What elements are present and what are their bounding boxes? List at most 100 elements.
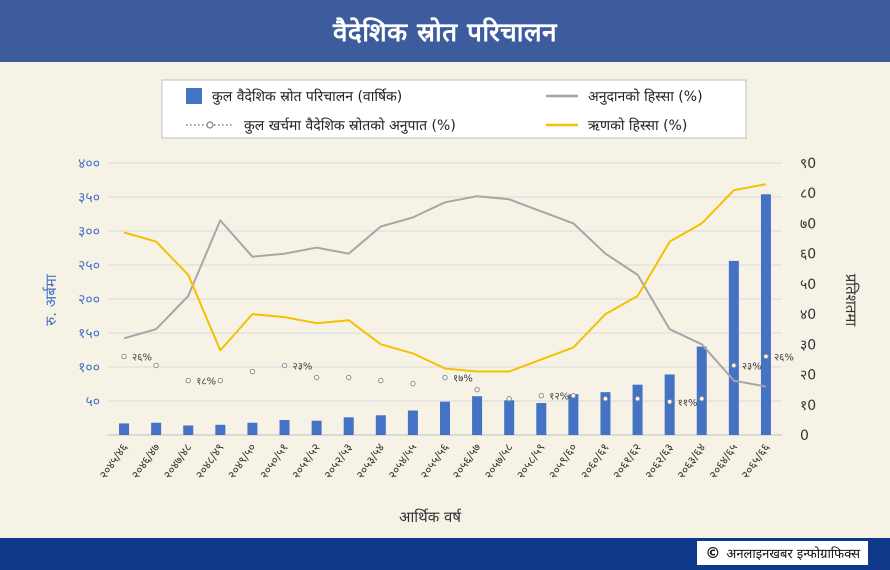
title-bar: वैदेशिक स्रोत परिचालन [0, 0, 890, 62]
ratio-data-label: २३% [742, 361, 762, 372]
x-tick-label: २०६३/६४ [674, 441, 708, 482]
bar [279, 420, 290, 435]
ratio-point [474, 386, 480, 393]
bar [600, 392, 611, 435]
bar [472, 396, 483, 435]
ratio-point [346, 374, 352, 381]
bar [568, 394, 579, 435]
x-tick-label: २०४६/४७ [128, 441, 162, 482]
x-tick-label: २०४९/५० [225, 441, 259, 482]
x-tick-label: २०५१/५२ [289, 441, 323, 482]
bar [664, 374, 675, 435]
legend-loan-label: ऋणको हिस्सा (%) [588, 117, 687, 134]
ratio-point [666, 399, 673, 405]
y-right-tick-label: २0 [800, 368, 816, 384]
credit-text: अनलाइनखबर इन्फोग्राफिक्स [726, 547, 860, 562]
y-left-tick-label: १५० [78, 326, 100, 342]
y-right-tick-label: ४0 [800, 307, 816, 323]
ratio-point [410, 380, 416, 387]
ratio-point [634, 396, 641, 402]
bar [343, 417, 354, 435]
bar [536, 403, 547, 435]
bar [760, 194, 771, 435]
x-tick-label: २०५५/५६ [417, 441, 451, 482]
legend-ratio-label: कुल खर्चमा वैदेशिक स्रोतको अनुपात (%) [244, 117, 456, 134]
ratio-data-label: २६% [774, 352, 794, 363]
x-tick-label: २०६१/६२ [610, 441, 644, 482]
y-left-tick-label: २५० [78, 258, 100, 274]
ratio-point [699, 396, 705, 402]
ratio-point [281, 362, 288, 369]
x-tick-label: २०४८/४९ [193, 441, 227, 482]
y-left-axis-title: रु. अर्बमा [42, 273, 60, 326]
y-left-tick-label: ५० [85, 394, 100, 410]
bar [247, 422, 258, 435]
footer-bar: © अनलाइनखबर इन्फोग्राफिक्स [0, 538, 890, 570]
x-tick-label: २०५३/५४ [353, 441, 387, 482]
ratio-data-label: २६% [132, 352, 152, 363]
legend-bars-label: कुल वैदेशिक स्रोत परिचालन (वार्षिक) [212, 88, 402, 105]
y-right-axis-title: प्रतिशतमा [842, 274, 860, 328]
y-right-tick-label: ७0 [800, 216, 816, 232]
ratio-data-label: १२% [549, 392, 569, 403]
ratio-point [570, 393, 577, 399]
x-tick-label: २०५२/५३ [321, 441, 355, 482]
page-title: वैदेशिक स्रोत परिचालन [332, 18, 558, 48]
ratio-point [442, 374, 448, 381]
y-right-tick-label: 0 [800, 428, 809, 444]
ratio-data-label: १८% [196, 377, 216, 388]
x-tick-label: २०४५/४६ [96, 441, 130, 482]
ratio-point [249, 368, 256, 375]
y-right-tick-label: ५0 [800, 277, 816, 293]
chart: ५० १०० १५० २०० २५० ३०० ३५० ४०० 0 १0 २0 ३0 ४0 ५0 ६0 ७0 ८0… [42, 79, 860, 526]
x-tick-label: २०५७/५८ [481, 441, 515, 482]
x-tick-label: २०५४/५५ [385, 441, 419, 482]
x-tick-label: २०४७/४८ [160, 441, 194, 482]
x-tick-label: २०६२/६३ [642, 441, 676, 482]
x-tick-label: २०५०/५१ [257, 441, 291, 482]
ratio-point [121, 353, 127, 360]
bar [311, 420, 322, 435]
bar [375, 415, 386, 435]
bar [504, 400, 515, 435]
ratio-point [506, 396, 512, 402]
bar [440, 401, 450, 435]
ratio-point [313, 374, 320, 381]
x-tick-label: २०६०/६१ [578, 441, 612, 482]
bar [119, 423, 130, 435]
x-tick-label: २०६४/६५ [706, 441, 740, 482]
bar [407, 410, 418, 435]
y-right-tick-label: १0 [800, 398, 816, 414]
x-tick-label: २०६५/६६ [738, 441, 772, 482]
legend-ratio-marker [206, 121, 214, 129]
y-left-tick-label: ३०० [78, 224, 100, 240]
bar [215, 424, 226, 435]
legend-box [161, 79, 747, 139]
credit-badge: © अनलाइनखबर इन्फोग्राफिक्स [697, 541, 868, 565]
bar [183, 425, 194, 435]
ratio-point [378, 377, 384, 384]
y-left-tick-label: १०० [78, 360, 100, 376]
y-right-tick-label: ९0 [800, 156, 816, 172]
ratio-point [217, 377, 224, 384]
x-tick-label: २०५६/५७ [449, 441, 483, 482]
legend-grant-label: अनुदानको हिस्सा (%) [588, 88, 703, 105]
legend-bars-swatch [186, 88, 202, 104]
bar [151, 422, 162, 435]
bar [632, 384, 643, 435]
ratio-data-label: १७% [453, 374, 473, 385]
ratio-point [602, 396, 609, 402]
y-right-tick-label: ८0 [800, 186, 816, 202]
grant-series-line [123, 195, 767, 388]
y-right-tick-label: ६0 [800, 247, 816, 263]
x-tick-label: २०५८/५९ [513, 441, 547, 482]
ratio-point [731, 362, 737, 369]
bar [728, 260, 739, 435]
x-axis-title: आर्थिक वर्ष [399, 508, 462, 526]
ratio-point [153, 362, 159, 369]
y-left-tick-label: २०० [78, 292, 100, 308]
copyright-icon: © [705, 544, 721, 562]
y-left-tick-label: ३५० [78, 190, 100, 206]
ratio-point [763, 353, 769, 360]
bar [696, 346, 707, 435]
